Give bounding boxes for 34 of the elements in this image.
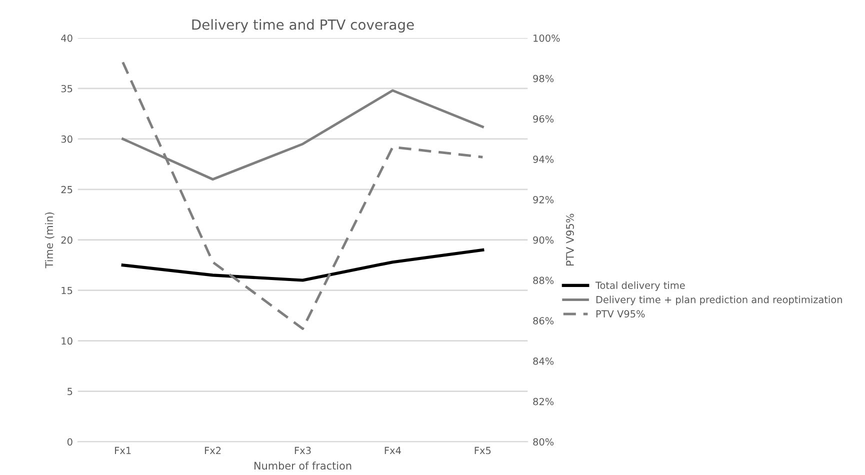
legend-label: Total delivery time bbox=[595, 281, 685, 291]
y2-tick-label: 90% bbox=[533, 236, 554, 244]
line-series bbox=[122, 60, 484, 330]
x-tick-label: Fx3 bbox=[294, 446, 311, 454]
y2-tick-label: 88% bbox=[533, 276, 554, 284]
legend-label: Delivery time + plan prediction and reoptimization bbox=[596, 296, 842, 306]
y-tick-label: 30 bbox=[61, 135, 72, 143]
y2-tick-label: 92% bbox=[533, 196, 554, 204]
y-tick-label: 5 bbox=[68, 388, 72, 396]
x-axis-title: Number of fraction bbox=[254, 462, 352, 470]
x-tick-label: Fx4 bbox=[384, 446, 401, 454]
x-tick-label: Fx2 bbox=[204, 446, 221, 454]
legend-label: PTV V95% bbox=[596, 310, 645, 318]
y-tick-label: 35 bbox=[61, 84, 72, 92]
y-tick-label: 20 bbox=[61, 236, 72, 244]
y2-tick-label: 94% bbox=[533, 156, 554, 163]
y2-tick-label: 82% bbox=[533, 398, 554, 406]
y-tick-label: 25 bbox=[61, 186, 72, 194]
y2-axis-title: PTV V95% bbox=[566, 214, 574, 266]
y-tick-label: 40 bbox=[61, 34, 72, 42]
y2-tick-label: 86% bbox=[533, 317, 554, 324]
x-tick-label: Fx5 bbox=[474, 446, 491, 454]
y-axis-title: Time (min) bbox=[44, 212, 54, 268]
x-tick-label: Fx1 bbox=[115, 446, 131, 454]
y-tick-label: 0 bbox=[67, 438, 72, 446]
chart-title: Delivery time and PTV coverage bbox=[192, 19, 414, 33]
y2-tick-label: 96% bbox=[533, 115, 554, 123]
y-tick-label: 15 bbox=[62, 286, 72, 294]
y2-tick-label: 98% bbox=[533, 74, 554, 82]
y-tick-label: 10 bbox=[62, 337, 72, 345]
line-series bbox=[121, 248, 484, 282]
y2-tick-label: 100% bbox=[534, 34, 560, 42]
y2-tick-label: 84% bbox=[533, 357, 554, 365]
y2-tick-label: 80% bbox=[533, 438, 554, 446]
